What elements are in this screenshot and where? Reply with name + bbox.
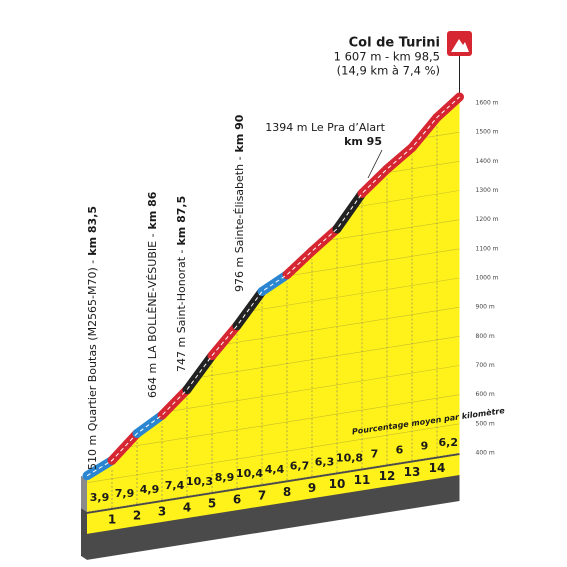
annotation-leader [367, 149, 383, 179]
annotation: 664 m LA BOLLÈNE-VÉSUBIE - km 86 [146, 191, 159, 398]
km-label: 7 [258, 489, 266, 503]
grid-line [87, 423, 460, 483]
subtitle: (14,9 km à 7,4 %) [337, 64, 440, 78]
annotation-text: 510 m Quartier Boutas (M2565-M70) - [86, 260, 99, 470]
gradient-label: 10,4 [236, 467, 263, 480]
gradient-label: 3,9 [90, 491, 110, 504]
km-label: 5 [208, 497, 216, 511]
km-label: 11 [354, 473, 371, 487]
profile-body [87, 100, 460, 512]
y-tick-label: 700 m [476, 362, 495, 369]
annotation-km: km 95 [344, 135, 382, 148]
km-label: 10 [329, 477, 346, 491]
km-label: 2 [133, 508, 141, 522]
gradient-label: 4,4 [265, 463, 285, 476]
annotation-km: km 83,5 [86, 206, 99, 256]
profile-side [81, 475, 87, 512]
y-tick-label: 1300 m [476, 187, 499, 194]
gradient-label: 10,8 [336, 451, 363, 464]
gradient-label: 10,3 [186, 475, 213, 488]
gradient-segment [332, 188, 367, 234]
annotation-km: km 86 [146, 191, 159, 229]
annotation: 976 m Sainte-Élisabeth - km 90 [233, 114, 246, 292]
km-label: 8 [283, 485, 291, 499]
gradient-segment [207, 321, 242, 361]
chart-title: Col de Turini [349, 36, 440, 51]
y-tick-label: 1500 m [476, 129, 499, 136]
y-tick-label: 600 m [476, 391, 495, 398]
y-tick-label: 400 m [476, 450, 495, 457]
gradient-label: 7 [371, 447, 379, 460]
gradient-label: 4,9 [140, 483, 160, 496]
summit-icon-mountain [451, 39, 469, 52]
gradient-segment [232, 286, 267, 331]
y-tick-label: 800 m [476, 333, 495, 340]
km-label: 9 [308, 481, 316, 495]
gradient-segment [182, 351, 217, 395]
y-tick-label: 900 m [476, 304, 495, 311]
grid-line [87, 394, 460, 454]
km-label: 13 [404, 465, 421, 479]
base-strip [87, 455, 460, 534]
km-label: 4 [183, 501, 191, 515]
gradient-label: 9 [421, 440, 429, 453]
annotation-text: 664 m LA BOLLÈNE-VÉSUBIE - [146, 233, 159, 398]
annotation-km: km 90 [233, 114, 246, 152]
profile-line [86, 96, 460, 477]
y-tick-label: 1000 m [476, 275, 499, 282]
y-tick-label: 1200 m [476, 216, 499, 223]
y-tick-label: 1100 m [476, 245, 499, 252]
annotation-km: km 87,5 [175, 196, 188, 246]
gradient-label: 7,4 [165, 479, 185, 492]
annotation: 747 m Saint-Honorat - km 87,5 [175, 196, 188, 372]
km-label: 6 [233, 493, 241, 507]
annotation-text: 747 m Saint-Honorat - [175, 249, 188, 372]
gradient-label: 6,3 [315, 455, 335, 468]
km-label: 3 [158, 505, 166, 519]
y-tick-label: 1600 m [476, 100, 499, 107]
annotation-text: 1394 m Le Pra d’Alart [265, 121, 385, 134]
y-tick-label: 500 m [476, 420, 495, 427]
gradient-label: 8,9 [215, 471, 235, 484]
annotation: 510 m Quartier Boutas (M2565-M70) - km 83… [86, 206, 99, 470]
gradient-label: 6 [396, 443, 404, 456]
gradient-label: 7,9 [115, 487, 135, 500]
y-tick-label: 1400 m [476, 158, 499, 165]
km-label: 14 [429, 461, 446, 475]
annotation-text: 976 m Sainte-Élisabeth - [233, 156, 246, 292]
gradient-label: 6,2 [439, 436, 459, 449]
subtitle: 1 607 m - km 98,5 [334, 50, 440, 64]
km-label: 1 [108, 512, 116, 526]
km-label: 12 [379, 469, 396, 483]
gradient-label: 6,7 [290, 459, 310, 472]
